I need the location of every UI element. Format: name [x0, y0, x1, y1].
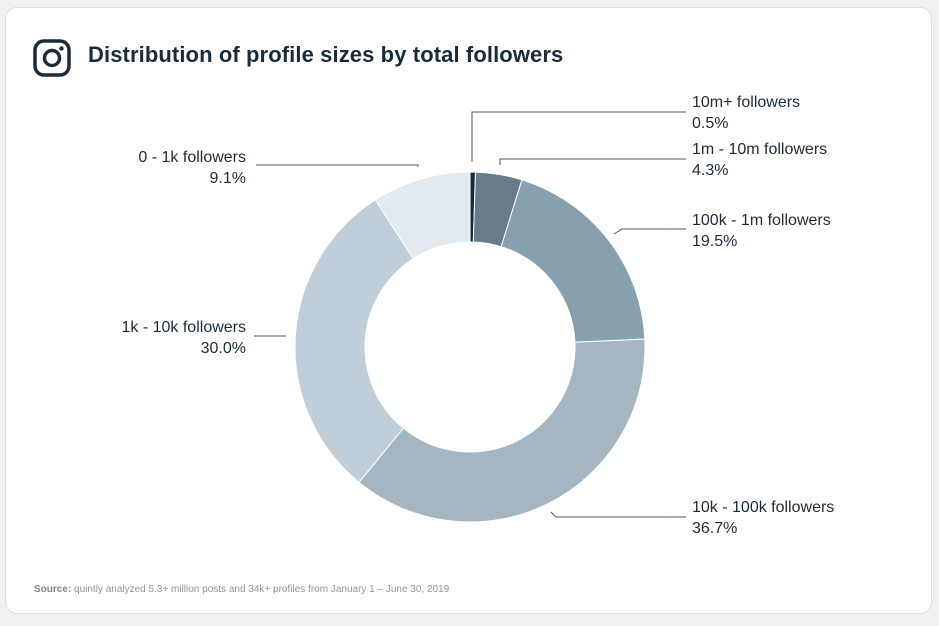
chart-title: Distribution of profile sizes by total f… — [88, 42, 564, 67]
slice-1k-10k-followers — [294, 199, 414, 483]
slice-value-10k-100k-followers: 36.7% — [692, 520, 737, 537]
slice-value-100k-1m-followers: 19.5% — [692, 233, 737, 250]
slice-label-100k-1m-followers: 100k - 1m followers — [692, 212, 831, 229]
slice-label-1m-10m-followers: 1m - 10m followers — [692, 141, 827, 158]
instagram-icon — [33, 39, 71, 77]
slice-value-10m-followers: 0.5% — [692, 115, 728, 132]
slice-label-10m-followers: 10m+ followers — [692, 94, 800, 111]
leader-line-1m-10m-followers — [499, 158, 686, 165]
source-label: Source: — [34, 584, 72, 595]
slice-value-1m-10m-followers: 4.3% — [692, 162, 728, 179]
slice-0-1k-followers — [374, 171, 471, 260]
leader-line-0-1k-followers — [256, 164, 419, 167]
slice-value-0-1k-followers: 9.1% — [210, 170, 246, 187]
slice-value-1k-10k-followers: 30.0% — [201, 340, 246, 357]
slice-label-0-1k-followers: 0 - 1k followers — [138, 149, 246, 166]
slice-label-1k-10k-followers: 1k - 10k followers — [122, 319, 247, 336]
slice-10k-100k-followers — [358, 338, 646, 523]
source-text: quintly analyzed 5.3+ million posts and … — [74, 584, 450, 595]
slice-label-10k-100k-followers: 10k - 100k followers — [692, 499, 834, 516]
leader-line-10m-followers — [471, 111, 686, 162]
slice-100k-1m-followers — [500, 179, 646, 343]
leader-line-10k-100k-followers — [550, 511, 686, 518]
source-note: Source: quintly analyzed 5.3+ million po… — [34, 584, 449, 595]
leader-line-100k-1m-followers — [613, 228, 686, 235]
